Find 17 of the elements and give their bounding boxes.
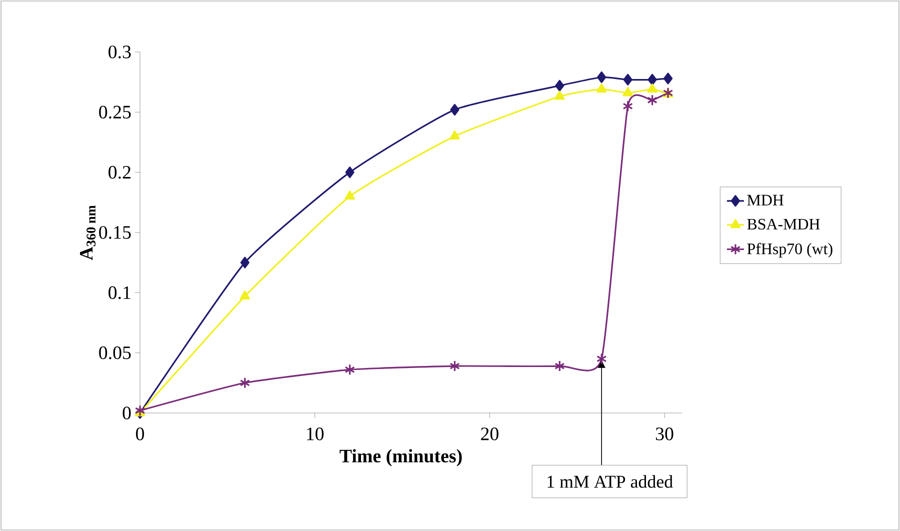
x-tick-label: 10 xyxy=(307,428,324,440)
x-axis-title: Time (minutes) xyxy=(340,449,462,466)
annotation: 1 mM ATP added xyxy=(548,475,673,488)
x-tick-label: 30 xyxy=(656,428,674,440)
y-tick-label: 0.2 xyxy=(108,166,130,179)
x-tick-label: 0 xyxy=(136,428,144,440)
legend-label: BSA-MDH xyxy=(747,218,820,230)
legend-label: MDH xyxy=(747,194,784,206)
y-tick-label: 0.25 xyxy=(99,106,131,119)
y-axis-title: A$_{360 nm}$ xyxy=(80,205,96,260)
y-tick-label: 0.05 xyxy=(99,346,131,360)
x-tick-label: 20 xyxy=(481,428,498,440)
legend-label: PfHsp70 (wt) xyxy=(747,242,832,258)
y-tick-label: 0 xyxy=(122,406,131,420)
y-tick-label: 0.1 xyxy=(108,286,130,300)
y-tick-label: 0.15 xyxy=(99,226,131,239)
y-tick-label: 0.3 xyxy=(108,46,131,58)
